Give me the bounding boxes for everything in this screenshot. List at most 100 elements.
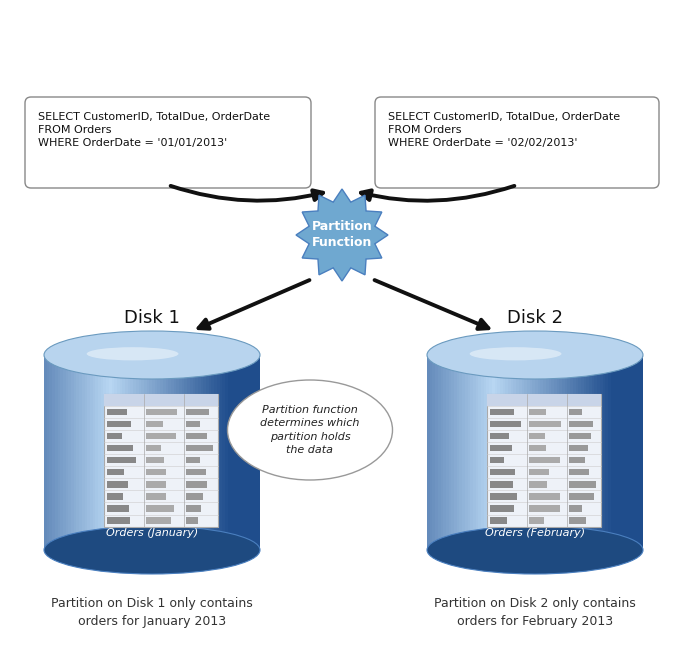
Polygon shape [529,493,560,499]
Polygon shape [107,433,122,439]
Polygon shape [569,445,588,451]
FancyBboxPatch shape [25,97,311,188]
Polygon shape [632,355,635,550]
Polygon shape [186,469,206,475]
Polygon shape [222,355,225,550]
Polygon shape [57,355,60,550]
Polygon shape [535,355,538,550]
Polygon shape [449,355,451,550]
Polygon shape [107,409,127,415]
Polygon shape [254,355,257,550]
Polygon shape [241,355,244,550]
Polygon shape [481,355,484,550]
Polygon shape [85,355,87,550]
Polygon shape [71,355,74,550]
Polygon shape [438,355,440,550]
Polygon shape [79,355,82,550]
Polygon shape [214,355,217,550]
Polygon shape [60,355,63,550]
Polygon shape [186,433,207,439]
Polygon shape [505,355,508,550]
Polygon shape [66,355,68,550]
Polygon shape [87,355,90,550]
Ellipse shape [44,526,260,574]
Ellipse shape [427,526,643,574]
Text: Partition on Disk 1 only contains
orders for January 2013: Partition on Disk 1 only contains orders… [51,598,253,628]
Polygon shape [44,355,47,550]
Polygon shape [578,355,581,550]
Polygon shape [581,355,583,550]
Polygon shape [597,355,600,550]
Polygon shape [490,518,507,523]
Polygon shape [430,355,432,550]
Polygon shape [152,355,155,550]
Polygon shape [246,355,249,550]
Ellipse shape [228,380,393,480]
Polygon shape [187,355,189,550]
Polygon shape [249,355,252,550]
Polygon shape [624,355,627,550]
Polygon shape [543,355,546,550]
Polygon shape [446,355,449,550]
Polygon shape [225,355,228,550]
Ellipse shape [44,331,260,379]
Polygon shape [195,355,198,550]
Polygon shape [138,355,141,550]
Polygon shape [55,355,57,550]
Polygon shape [252,355,254,550]
Polygon shape [568,355,570,550]
Polygon shape [521,355,524,550]
Polygon shape [462,355,465,550]
Polygon shape [107,493,123,499]
Polygon shape [503,355,505,550]
Polygon shape [569,505,582,512]
Polygon shape [569,481,596,488]
Polygon shape [186,518,198,523]
Polygon shape [103,355,106,550]
Polygon shape [217,355,220,550]
Polygon shape [186,505,201,512]
Polygon shape [244,355,246,550]
Polygon shape [465,355,467,550]
Polygon shape [155,355,157,550]
Polygon shape [495,355,497,550]
Polygon shape [239,355,241,550]
Polygon shape [95,355,98,550]
Polygon shape [186,493,203,499]
Polygon shape [179,355,182,550]
Polygon shape [532,355,535,550]
Polygon shape [583,355,586,550]
Polygon shape [186,445,213,451]
Polygon shape [206,355,209,550]
Polygon shape [529,505,560,512]
Polygon shape [490,469,516,475]
Polygon shape [203,355,206,550]
Polygon shape [627,355,629,550]
Polygon shape [557,355,560,550]
Polygon shape [49,355,52,550]
Polygon shape [589,355,592,550]
Polygon shape [107,518,130,523]
Polygon shape [467,355,470,550]
Polygon shape [570,355,573,550]
Polygon shape [529,421,561,427]
Polygon shape [231,355,233,550]
Polygon shape [63,355,66,550]
Polygon shape [186,457,200,464]
Polygon shape [554,355,557,550]
Polygon shape [185,355,187,550]
Polygon shape [166,355,168,550]
Polygon shape [146,445,161,451]
Polygon shape [603,355,605,550]
Polygon shape [484,355,486,550]
Polygon shape [508,355,511,550]
Polygon shape [440,355,443,550]
Polygon shape [77,355,79,550]
Polygon shape [443,355,446,550]
Polygon shape [637,355,640,550]
Polygon shape [569,469,589,475]
Polygon shape [500,355,503,550]
Polygon shape [182,355,185,550]
Polygon shape [486,355,489,550]
Polygon shape [74,355,77,550]
